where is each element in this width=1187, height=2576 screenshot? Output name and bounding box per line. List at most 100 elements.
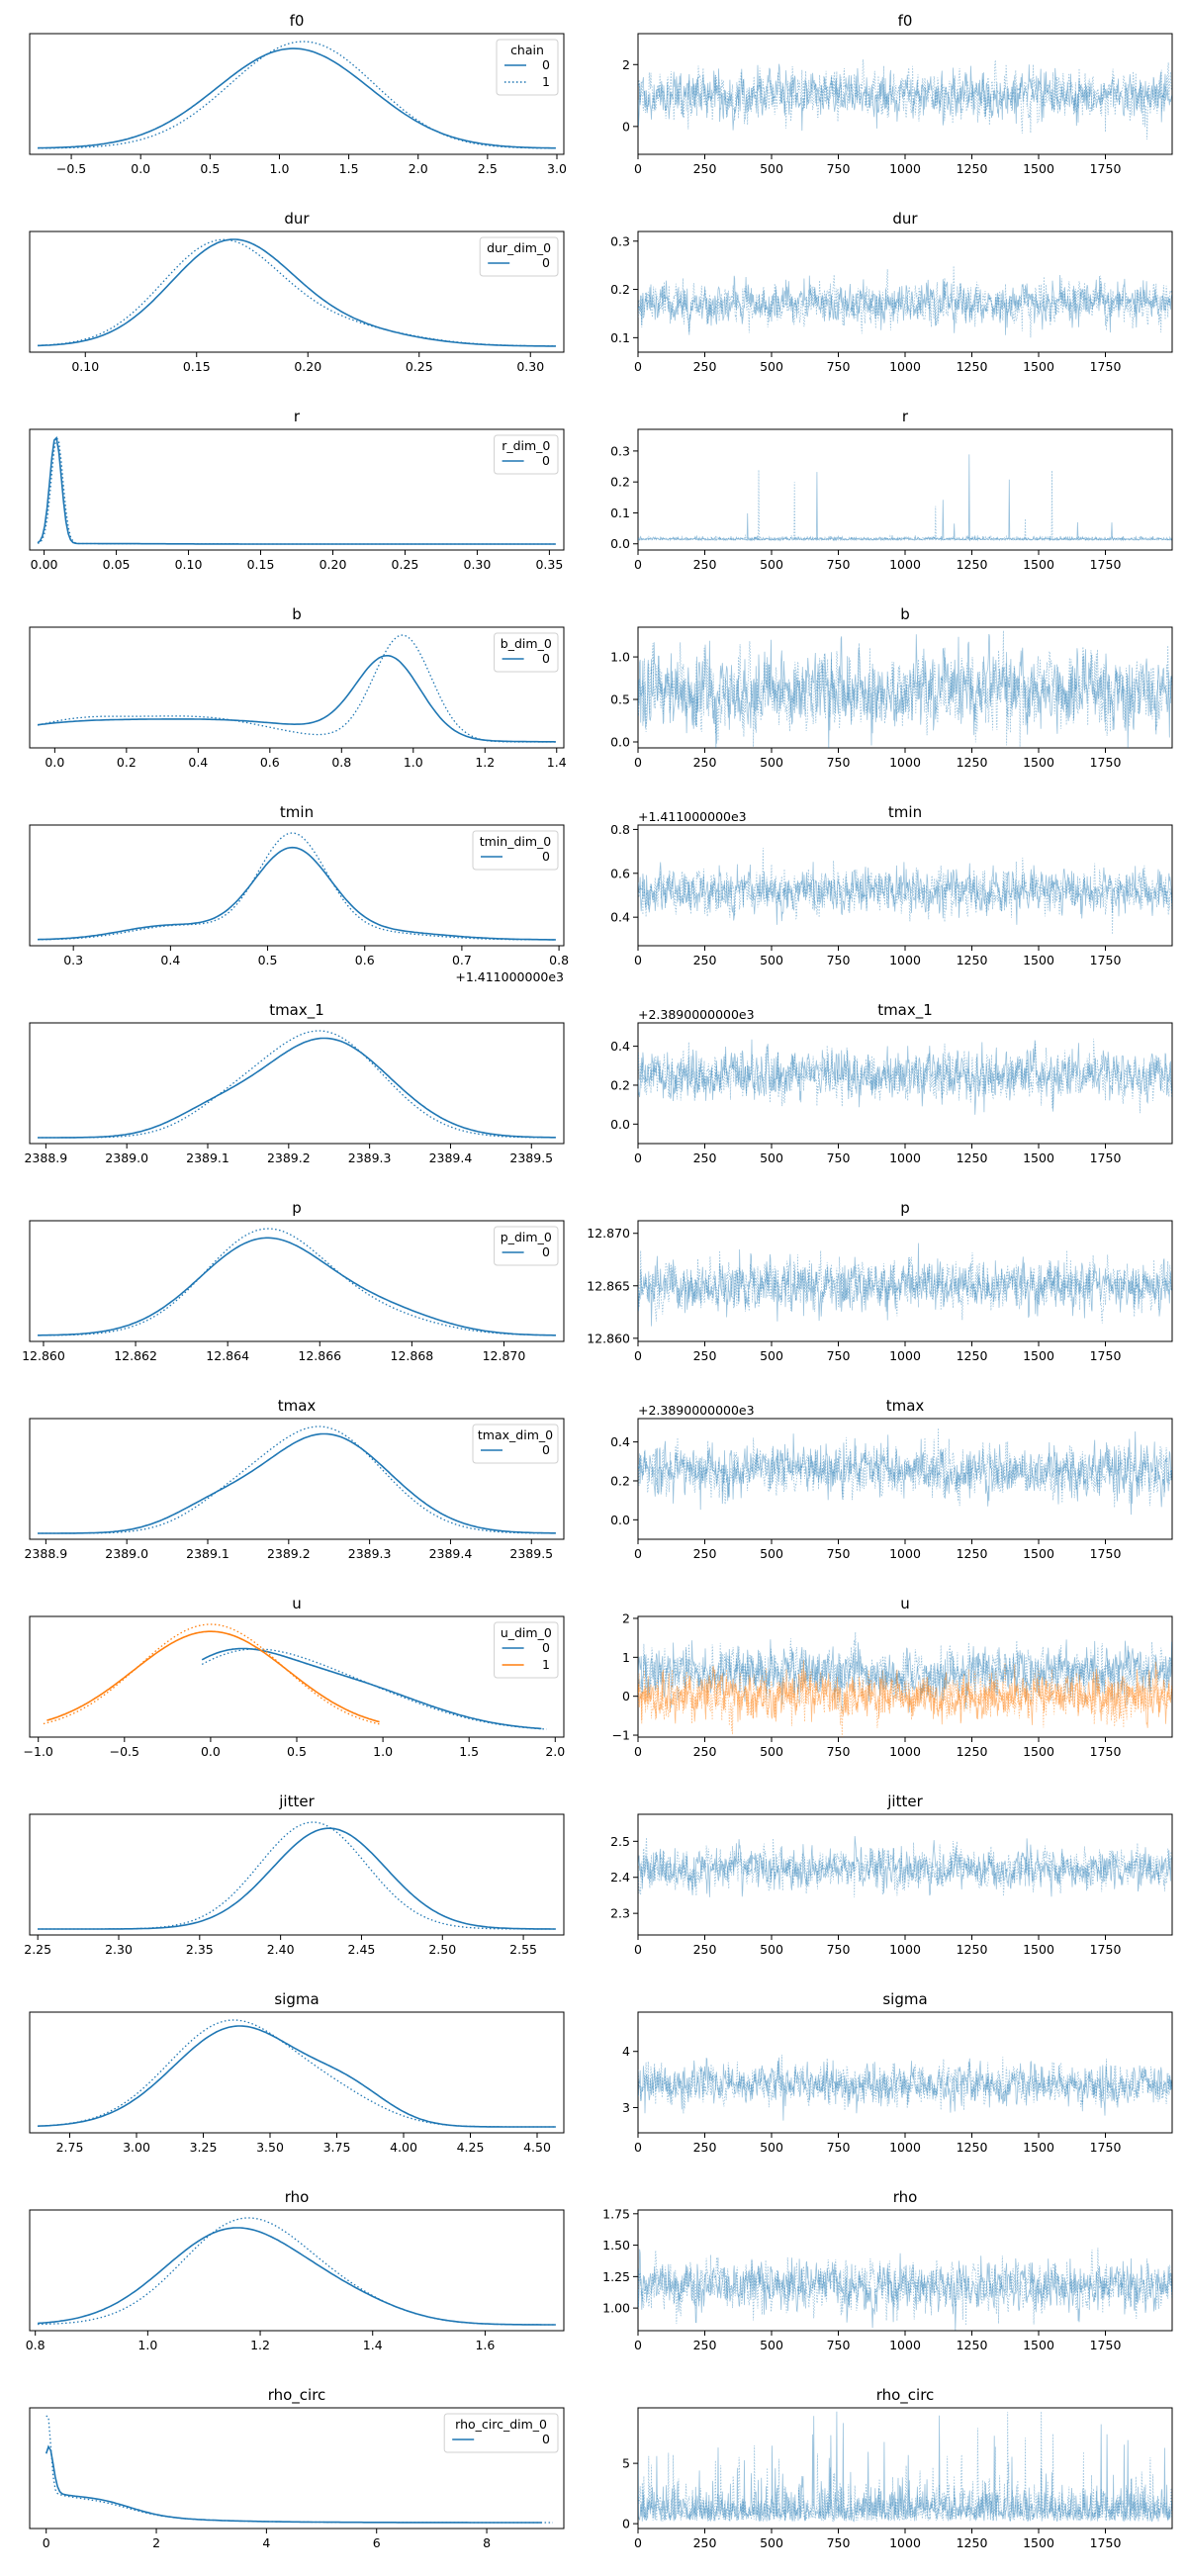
plot-frame (29, 230, 565, 353)
x-tick-label: 250 (693, 1546, 717, 1561)
x-tick-label: 500 (760, 1942, 783, 1957)
x-tick-label: 1000 (889, 755, 921, 770)
x-tick-label: 1500 (1023, 953, 1054, 967)
x-tick-label: 12.862 (114, 1348, 157, 1363)
plot-frame (637, 1220, 1173, 1342)
y-tick-label: 12.870 (587, 1226, 630, 1241)
y-offset-label: +2.3890000000e3 (638, 1403, 755, 1418)
x-tick-label: 1.5 (339, 161, 359, 176)
y-tick-label: 0 (622, 119, 630, 134)
x-tick-label: 750 (827, 1150, 851, 1165)
y-tick-label: 5 (622, 2456, 630, 2471)
density-line-1-dotted (38, 41, 556, 149)
chart-title: f0 (898, 12, 913, 30)
legend-entry: 0 (542, 255, 550, 270)
x-tick-label: 0.5 (287, 1744, 307, 1759)
plot-frame (29, 33, 565, 155)
trace-line-0-solid (638, 454, 1172, 542)
x-tick-label: 0.0 (45, 755, 64, 770)
x-tick-label: 1750 (1090, 2338, 1122, 2352)
y-tick-label: 0.0 (610, 1513, 630, 1527)
x-tick-label: 1250 (957, 2140, 988, 2155)
y-tick-label: 0.4 (610, 1039, 630, 1054)
trace-line-0-solid (638, 1242, 1172, 1327)
y-tick-label: 0.3 (610, 233, 630, 248)
x-tick-label: 750 (827, 1744, 851, 1759)
plot-frame (637, 626, 1173, 749)
x-tick-label: −0.5 (56, 161, 86, 176)
x-tick-label: 2.75 (56, 2140, 84, 2155)
x-tick-label: 2389.5 (509, 1150, 553, 1165)
legend-title: tmin_dim_0 (480, 834, 552, 849)
y-tick-label: 0.2 (610, 282, 630, 297)
x-tick-label: 3.75 (323, 2140, 351, 2155)
trace-line-1-dotted (638, 2054, 1172, 2114)
x-tick-label: 500 (760, 1744, 783, 1759)
x-tick-label: 2389.1 (186, 1150, 229, 1165)
x-tick-label: 2.30 (105, 1942, 133, 1957)
x-tick-label: 2388.9 (24, 1546, 67, 1561)
x-tick-label: 750 (827, 755, 851, 770)
x-tick-label: 750 (827, 2140, 851, 2155)
legend-title: tmax_dim_0 (478, 1427, 553, 1442)
legend-entry: 0 (542, 2432, 550, 2446)
x-tick-label: 2.45 (348, 1942, 376, 1957)
x-tick-label: 0.25 (406, 359, 433, 374)
trace-line-1-dotted (638, 1662, 1172, 1737)
chart-title: tmin (280, 803, 314, 821)
y-tick-label: 2.5 (610, 1834, 630, 1849)
x-tick-label: 0 (634, 1348, 642, 1363)
x-tick-label: 1000 (889, 1546, 921, 1561)
x-tick-label: 1.4 (363, 2338, 383, 2352)
x-tick-label: 2.40 (267, 1942, 295, 1957)
y-tick-label: 2.3 (610, 1906, 630, 1921)
chart-title: rho_circ (876, 2386, 935, 2405)
x-tick-label: 1250 (957, 953, 988, 967)
x-tick-label: 500 (760, 359, 783, 374)
x-tick-label: 750 (827, 359, 851, 374)
x-tick-label: 750 (827, 2535, 851, 2550)
plot-frame (637, 33, 1173, 155)
x-tick-label: 0 (634, 755, 642, 770)
x-tick-label: 2389.3 (348, 1546, 392, 1561)
x-tick-label: 1.0 (373, 1744, 393, 1759)
legend-entry: 0 (542, 453, 550, 468)
chart-title: rho (285, 2188, 310, 2206)
x-tick-label: 1500 (1023, 755, 1054, 770)
x-tick-label: 2.0 (409, 161, 428, 176)
legend-entry: 0 (542, 1244, 550, 1259)
y-tick-label: 0.1 (610, 506, 630, 520)
x-tick-label: 0.4 (160, 953, 180, 967)
chart-title: dur (892, 210, 918, 228)
x-tick-label: 500 (760, 161, 783, 176)
density-line-0-solid (45, 2444, 542, 2524)
y-tick-label: 0 (622, 2517, 630, 2531)
x-tick-label: 4.25 (457, 2140, 485, 2155)
density-line-0-solid (38, 655, 556, 743)
x-tick-label: 1000 (889, 953, 921, 967)
legend-title: p_dim_0 (501, 1230, 552, 1244)
density-line-0-solid (38, 846, 556, 941)
x-tick-label: 0 (634, 2338, 642, 2352)
x-tick-label: 750 (827, 1942, 851, 1957)
trace-line-1-dotted (638, 2411, 1172, 2523)
y-tick-label: 0.0 (610, 734, 630, 749)
x-tick-label: 2.50 (428, 1942, 456, 1957)
legend-title: u_dim_0 (501, 1625, 552, 1640)
chart-title: p (900, 1199, 910, 1217)
chart-title: u (900, 1595, 910, 1612)
x-tick-label: 0.0 (131, 161, 150, 176)
x-tick-label: 2389.1 (186, 1546, 229, 1561)
legend-box (472, 1424, 559, 1464)
x-tick-label: 1000 (889, 1744, 921, 1759)
x-tick-label: 1500 (1023, 1348, 1054, 1363)
x-tick-label: 1.2 (250, 2338, 270, 2352)
chart-title: b (292, 605, 302, 623)
density-line-1-dotted (38, 2019, 556, 2128)
chart-title: p (292, 1199, 302, 1217)
chart-title: r (294, 408, 301, 425)
x-tick-label: 1.5 (459, 1744, 479, 1759)
plot-frame (637, 2407, 1173, 2530)
x-tick-label: 1750 (1090, 1744, 1122, 1759)
x-tick-label: 0.25 (392, 557, 419, 572)
